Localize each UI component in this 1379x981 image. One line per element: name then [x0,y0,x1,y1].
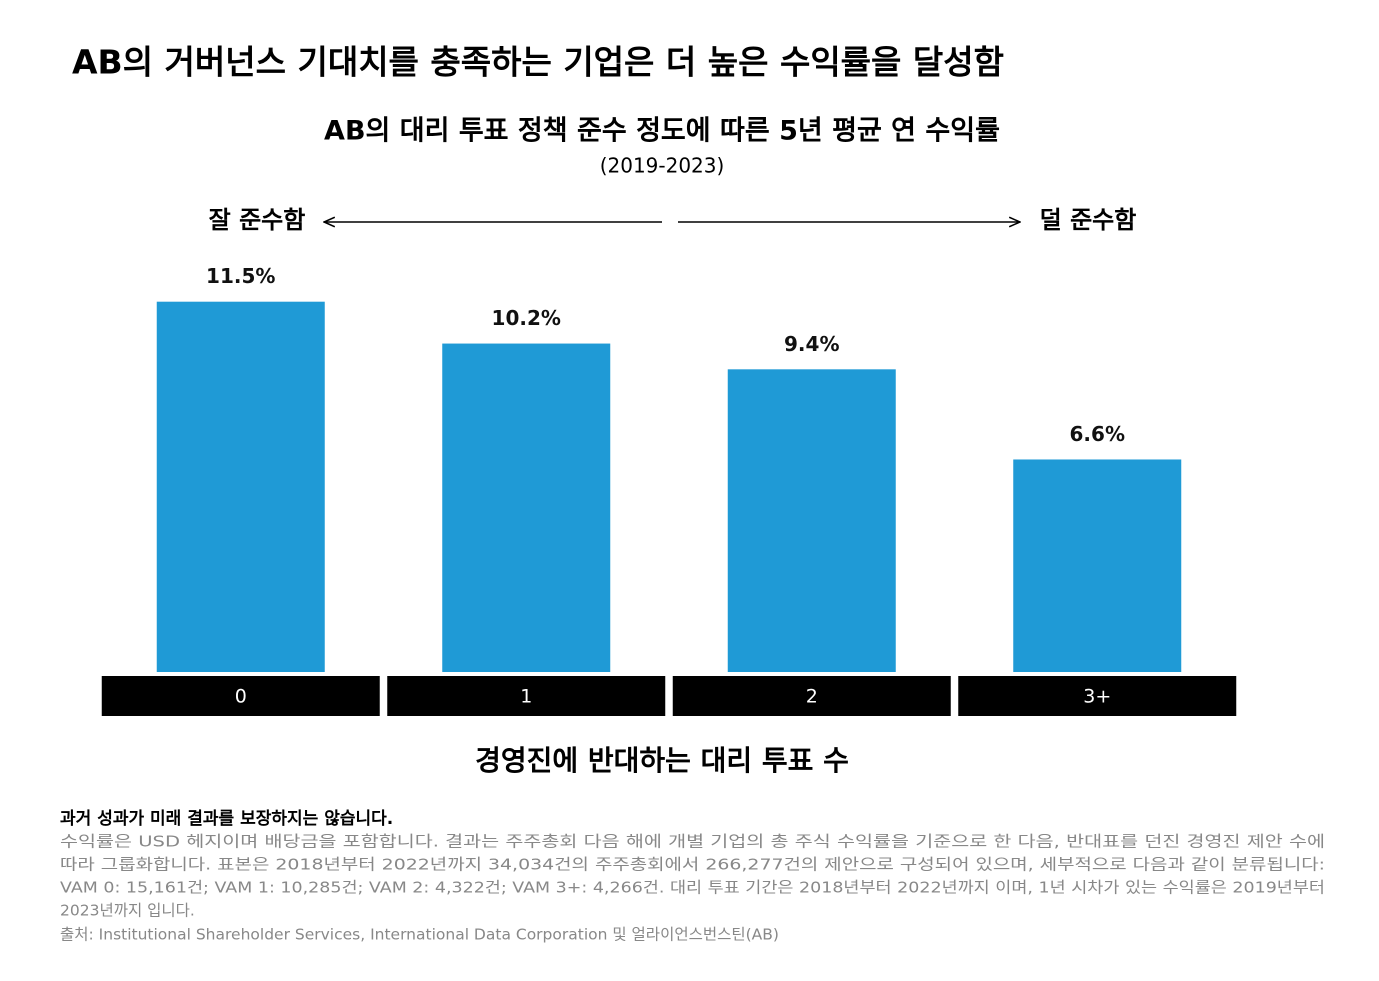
note-line: 따라 그룹화합니다. 표본은 2018년부터 2022년까지 34,034건의 … [60,856,1325,874]
x-tick-label: 0 [235,686,247,708]
disclaimer: 과거 성과가 미래 결과를 보장하지는 않습니다. [60,809,393,829]
category-box [672,676,951,716]
right-annotation: 덜 준수함 [1040,206,1137,234]
x-tick-label: 1 [520,686,532,708]
left-annotation: 잘 준수함 [209,206,306,234]
value-label: 6.6% [1070,422,1125,446]
chart-subtitle: AB의 대리 투표 정책 준수 정도에 따른 5년 평균 연 수익률 [324,116,1000,147]
x-tick-label: 3+ [1083,686,1111,708]
bar [156,301,325,672]
value-label: 9.4% [784,332,839,356]
note-line: 2023년까지 입니다. [60,902,195,920]
note-line: 수익률은 USD 헤지이며 배당금을 포함합니다. 결과는 주주총회 다음 해에… [60,833,1325,851]
x-tick-label: 2 [806,686,818,708]
value-label: 10.2% [492,306,561,330]
category-box [387,676,666,716]
period: (2019-2023) [600,154,725,178]
bar [727,369,896,672]
chart-title: AB의 거버넌스 기대치를 충족하는 기업은 더 높은 수익률을 달성함 [72,43,1004,82]
value-label: 11.5% [206,264,275,288]
category-box [101,676,380,716]
note-line: VAM 0: 15,161건; VAM 1: 10,285건; VAM 2: 4… [60,879,1325,897]
source: 출처: Institutional Shareholder Services, … [60,926,779,944]
category-box [958,676,1237,716]
bar [442,343,611,672]
x-axis-label: 경영진에 반대하는 대리 투표 수 [475,744,849,777]
bar [1013,459,1182,672]
